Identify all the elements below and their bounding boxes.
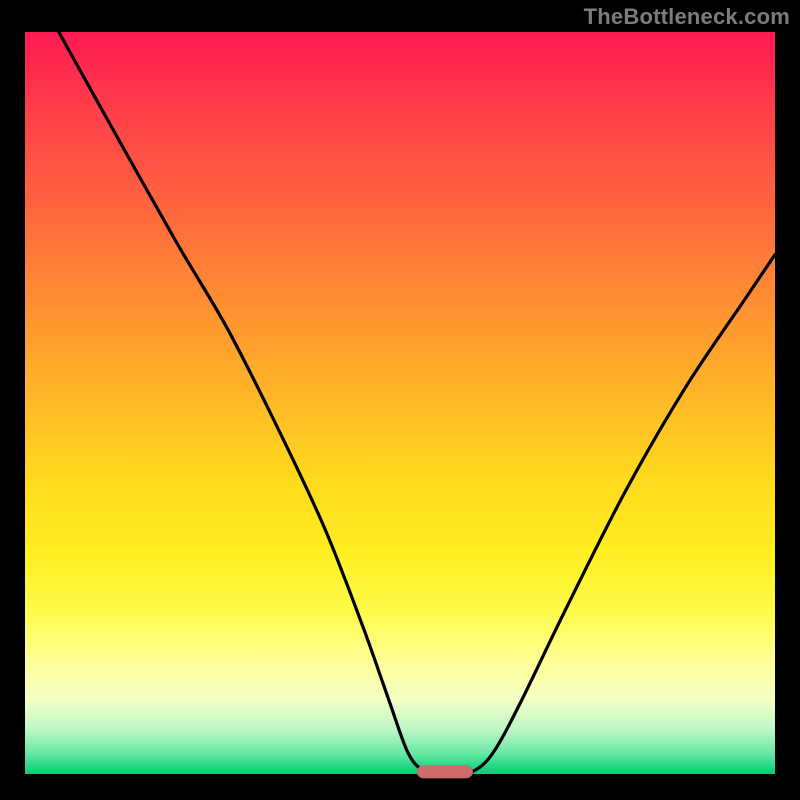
- optimal-point-marker: [417, 765, 473, 778]
- plot-area: [25, 32, 775, 774]
- watermark-text: TheBottleneck.com: [584, 4, 790, 30]
- bottleneck-curve: [25, 32, 775, 774]
- chart-frame: TheBottleneck.com: [0, 0, 800, 800]
